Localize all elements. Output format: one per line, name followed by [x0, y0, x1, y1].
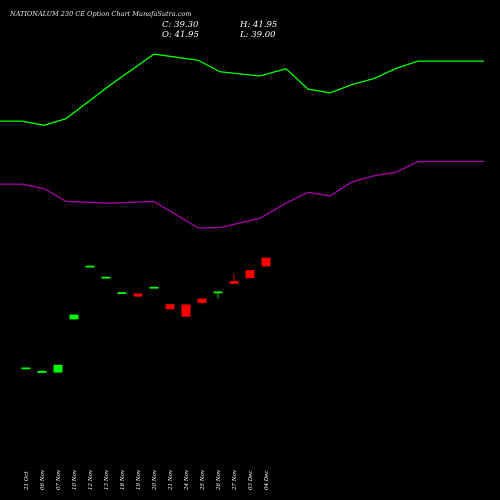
candle-body: [213, 291, 223, 294]
candle-1: [21, 367, 31, 370]
x-tick-label: 10 Nov: [72, 469, 78, 490]
candle-8: [133, 293, 143, 298]
candle-7: [117, 292, 127, 294]
candle-body: [165, 304, 175, 310]
candle-body: [117, 292, 127, 294]
candle-body: [101, 276, 111, 279]
candle-body: [21, 367, 31, 370]
chart-title: NATIONALUM 230 CE Option Chart MunafaSut…: [10, 10, 192, 18]
candle-16: [261, 257, 271, 267]
low-value: L: 39.00: [240, 30, 276, 40]
candle-5: [85, 265, 95, 268]
indicator-bands: [0, 53, 484, 229]
x-tick-label: 26 Nov: [216, 469, 222, 491]
candle-12: [197, 298, 207, 305]
x-tick-label: 21 Oct: [24, 471, 30, 491]
candles-layer: [21, 257, 271, 373]
candle-body: [133, 293, 143, 297]
candle-10: [165, 304, 175, 310]
x-tick-label: 12 Nov: [88, 469, 94, 490]
candle-body: [53, 364, 63, 373]
candle-11: [181, 303, 191, 317]
x-tick-label: 06 Nov: [40, 469, 46, 490]
x-tick-label: 13 Nov: [104, 469, 110, 490]
candle-body: [229, 281, 239, 284]
x-tick-label: 07 Nov: [56, 469, 62, 490]
x-tick-label: 27 Nov: [232, 469, 238, 491]
candle-body: [245, 270, 255, 279]
x-tick-label: 19 Nov: [136, 469, 142, 490]
candle-body: [197, 298, 207, 303]
candle-body: [181, 304, 191, 317]
candle-9: [149, 286, 159, 289]
candle-3: [53, 364, 63, 373]
candle-body: [37, 370, 47, 373]
candle-2: [37, 370, 47, 373]
x-tick-label: 04 Dec: [264, 471, 270, 491]
x-tick-label: 21 Nov: [168, 469, 174, 491]
candle-13: [213, 291, 223, 299]
lower-band-line: [0, 160, 484, 229]
x-tick-label: 24 Nov: [184, 469, 190, 491]
x-tick-label: 25 Nov: [200, 469, 206, 491]
candle-body: [261, 257, 271, 267]
candle-4: [69, 314, 79, 321]
x-tick-label: 18 Nov: [120, 469, 126, 490]
candle-body: [149, 286, 159, 289]
close-value: C: 39.30: [162, 20, 199, 30]
candle-body: [85, 265, 95, 268]
high-value: H: 41.95: [240, 20, 278, 30]
x-tick-label: 20 Nov: [152, 469, 158, 491]
candle-15: [245, 270, 255, 279]
x-tick-label: 03 Dec: [248, 471, 254, 491]
candle-body: [69, 314, 79, 320]
candle-14: [229, 273, 239, 284]
open-value: O: 41.95: [162, 30, 199, 40]
candle-6: [101, 276, 111, 279]
x-axis-labels: 21 Oct 06 Nov 07 Nov 10 Nov 12 Nov 13 Nov 18 N…: [24, 469, 270, 491]
upper-band-line: [0, 53, 484, 126]
